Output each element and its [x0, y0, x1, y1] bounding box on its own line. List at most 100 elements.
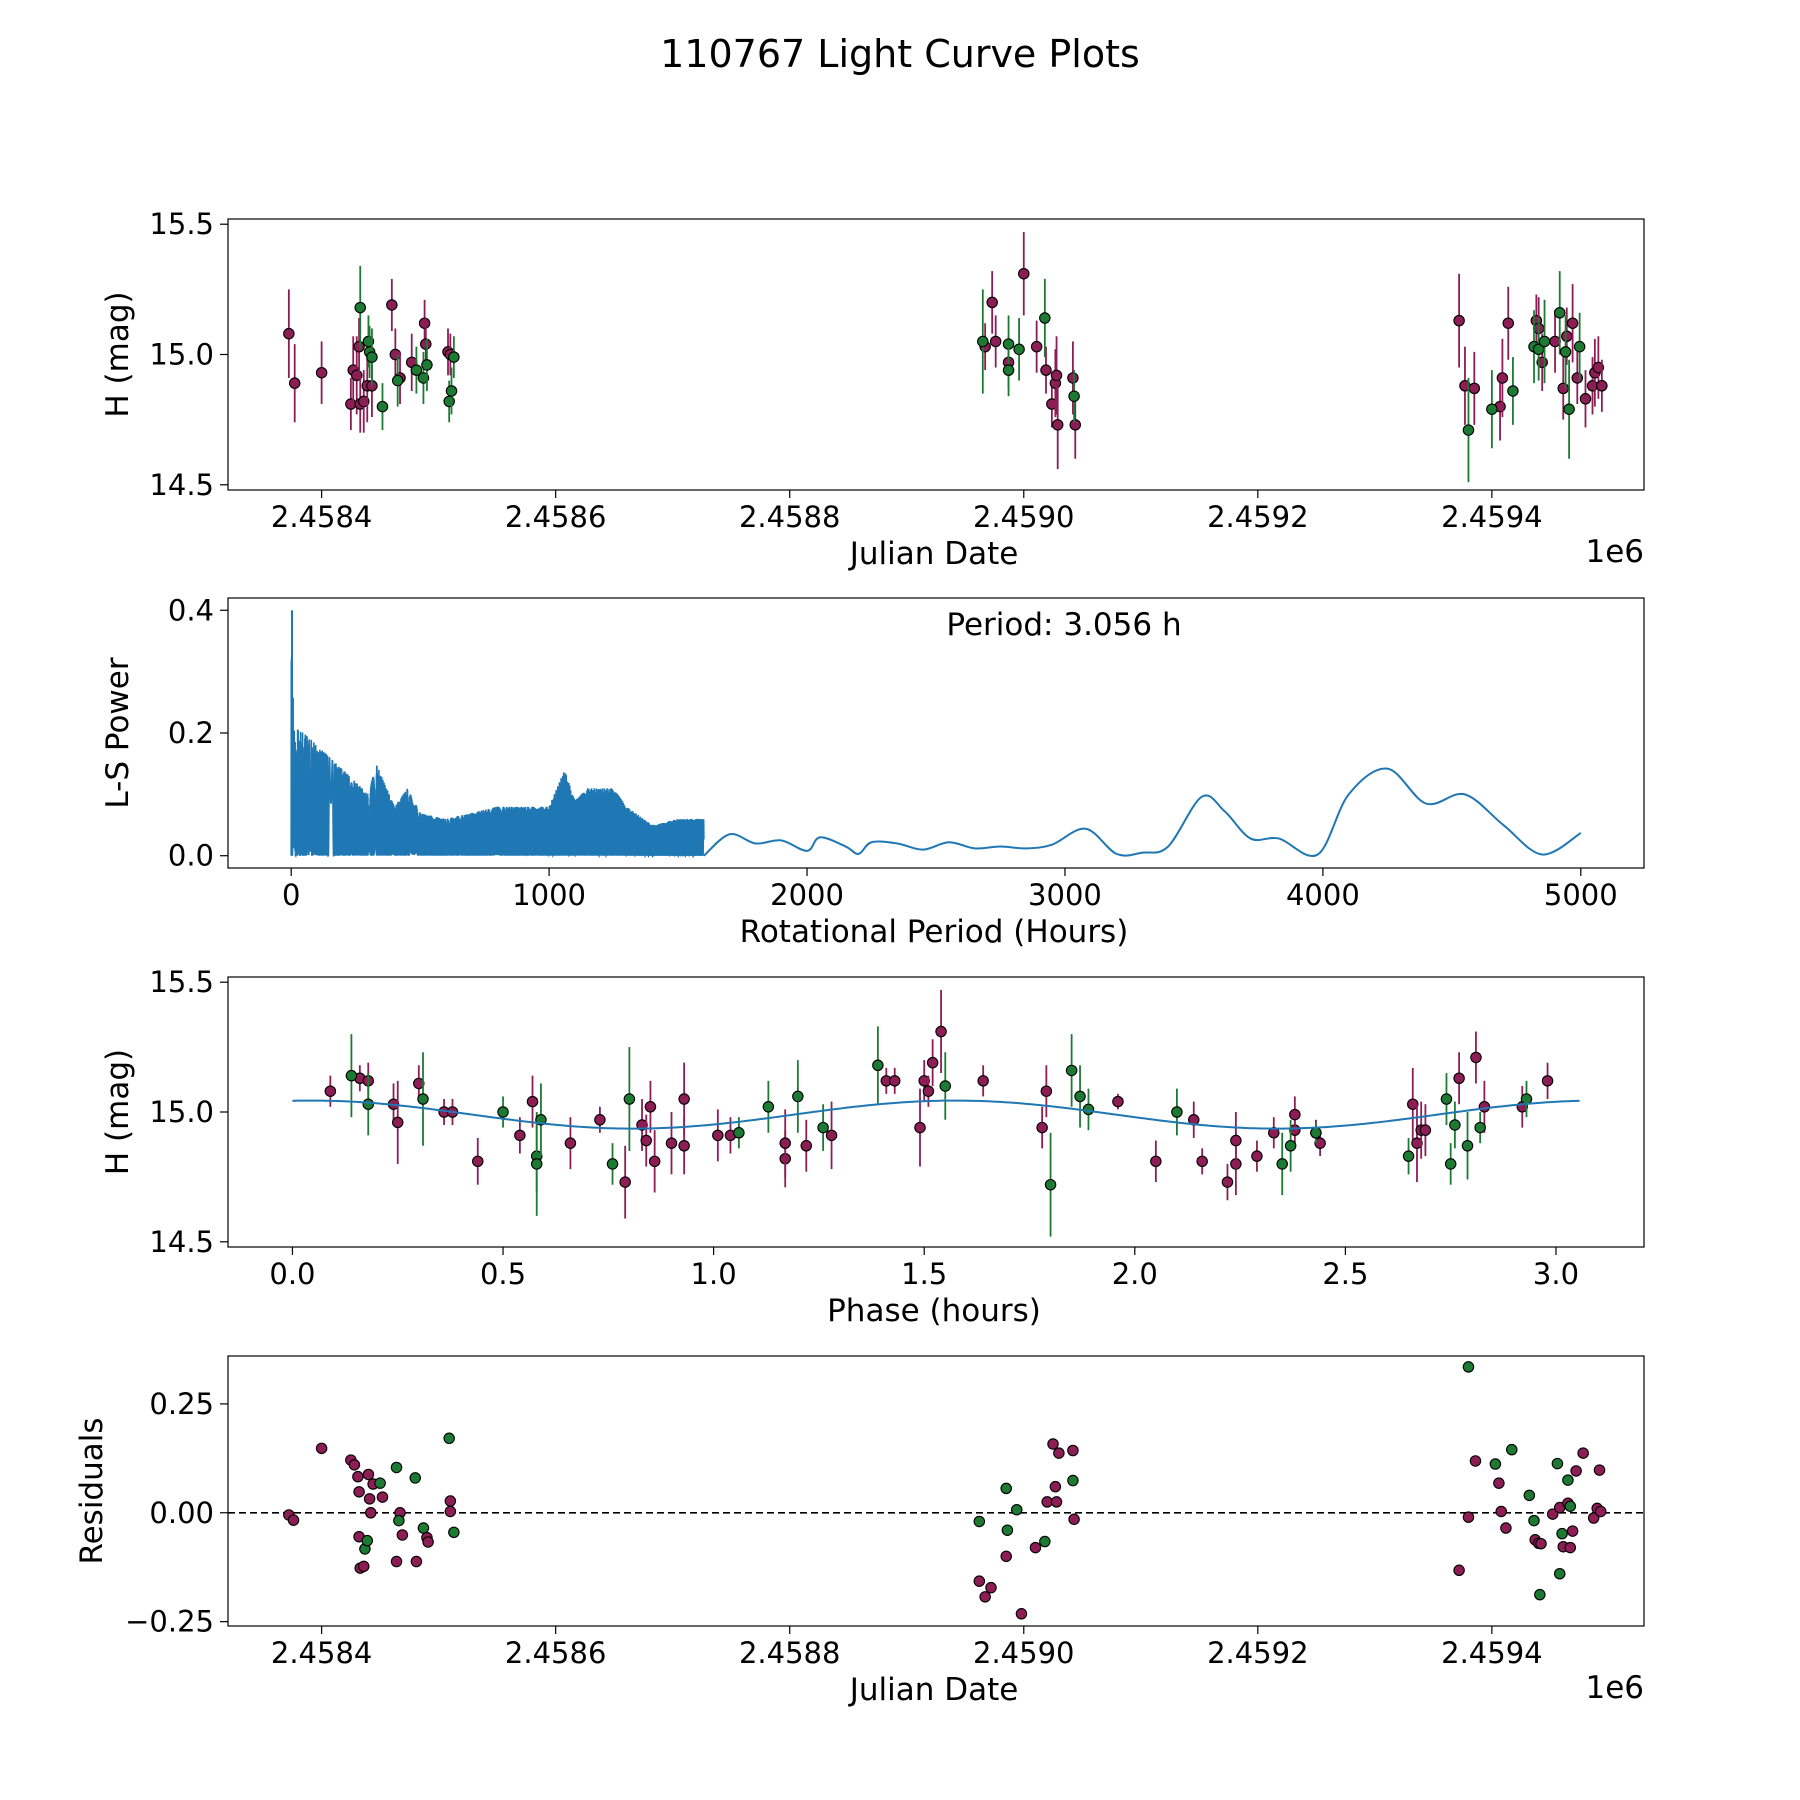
y-axis-label: H (mag) — [100, 291, 136, 417]
data-point — [1001, 1524, 1014, 1536]
data-point — [1049, 1480, 1062, 1493]
data-point — [1069, 419, 1082, 431]
data-point — [1462, 1361, 1475, 1373]
y-tick-label: 15.5 — [149, 207, 214, 241]
data-point — [418, 317, 431, 329]
lightcurve-panel: 2.4584 2.4586 2.4588 2.4590 2.4592 2.4594 14.5… — [100, 207, 1645, 572]
periodogram-forest — [290, 645, 705, 859]
data-point — [526, 1095, 539, 1108]
y-tick-label: 14.5 — [149, 1225, 214, 1259]
series-band-green — [354, 265, 1586, 483]
y-tick-label: 14.5 — [149, 468, 214, 502]
data-point — [935, 1025, 947, 1038]
data-point — [640, 1134, 652, 1147]
data-point — [530, 1158, 543, 1170]
data-point — [1074, 1090, 1086, 1103]
data-point — [288, 377, 301, 389]
data-point — [363, 1493, 376, 1505]
data-point — [1230, 1134, 1242, 1147]
data-point — [443, 1432, 455, 1445]
data-point — [1594, 1505, 1607, 1518]
data-point — [792, 1090, 804, 1103]
data-point — [1500, 1522, 1512, 1534]
data-point — [1289, 1108, 1301, 1121]
data-point — [914, 1121, 926, 1134]
data-point — [564, 1137, 577, 1149]
data-point — [1314, 1137, 1326, 1149]
data-point — [420, 338, 432, 350]
periodogram-smooth-curve — [703, 767, 1582, 858]
data-point — [1284, 1140, 1297, 1152]
series-band-green — [359, 1361, 1577, 1601]
x-tick-label: 2.4590 — [973, 500, 1074, 534]
data-point — [448, 1526, 460, 1539]
data-point — [422, 1536, 434, 1548]
data-point — [989, 335, 1002, 348]
x-tick-label: 2.4584 — [271, 500, 372, 534]
data-point — [1067, 1474, 1079, 1487]
y-axis-label: L-S Power — [100, 657, 136, 808]
y-tick-label: 0.2 — [168, 716, 214, 750]
data-point — [353, 1486, 365, 1498]
data-point — [1453, 1072, 1465, 1085]
data-point — [1462, 1511, 1475, 1523]
plot-frame — [227, 1355, 1645, 1627]
y-tick-label: 0.25 — [149, 1387, 214, 1421]
y-tick-label: 15.5 — [149, 965, 214, 999]
data-point — [1564, 1541, 1577, 1554]
data-point — [1068, 390, 1080, 402]
data-point — [623, 1093, 636, 1105]
data-point — [1449, 1119, 1461, 1131]
model-curve — [292, 1099, 1580, 1130]
data-point — [1556, 1527, 1568, 1540]
data-point — [445, 385, 458, 397]
data-point — [389, 348, 402, 361]
data-point — [1566, 1525, 1579, 1537]
data-point — [283, 327, 295, 340]
data-point — [1047, 1438, 1059, 1450]
data-point — [644, 1101, 657, 1113]
data-point — [1461, 1140, 1474, 1152]
x-tick-label: 0.5 — [480, 1257, 526, 1291]
x-tick-label: 2.4586 — [505, 1636, 606, 1670]
data-point — [345, 1069, 358, 1082]
data-point — [357, 395, 370, 408]
data-point — [1495, 1505, 1507, 1518]
data-point — [1444, 1158, 1457, 1170]
data-point — [1112, 1095, 1124, 1108]
data-point — [497, 1106, 509, 1118]
data-point — [648, 1155, 661, 1168]
data-point — [1221, 1176, 1234, 1188]
data-point — [1402, 1150, 1415, 1162]
data-point — [1419, 1124, 1432, 1136]
data-point — [977, 335, 989, 348]
y-tick-label: 0.0 — [168, 839, 214, 873]
data-point — [800, 1140, 813, 1152]
series-band-green — [345, 1026, 1533, 1237]
data-point — [985, 1581, 997, 1594]
data-point — [1571, 372, 1584, 384]
data-point — [362, 1468, 375, 1481]
data-point — [1561, 330, 1573, 343]
data-point — [417, 1522, 430, 1534]
data-point — [1039, 312, 1051, 324]
data-point — [443, 395, 455, 408]
x-axis-label: Julian Date — [848, 1672, 1019, 1708]
data-point — [1453, 314, 1465, 327]
data-point — [1470, 1051, 1482, 1064]
data-point — [1268, 1127, 1280, 1139]
data-point — [1573, 340, 1586, 353]
data-point — [376, 1491, 389, 1503]
data-point — [315, 366, 328, 379]
phased-panel: 0.0 0.5 1.0 1.5 2.0 2.5 3.0 14.5 15.0 15.5 Phase (… — [100, 965, 1645, 1329]
data-point — [1082, 1103, 1095, 1116]
data-point — [1563, 403, 1575, 415]
x-axis-label: Rotational Period (Hours) — [740, 914, 1129, 950]
data-point — [1566, 317, 1579, 329]
data-point — [1486, 403, 1498, 415]
data-point — [1553, 307, 1566, 319]
data-point — [1276, 1158, 1288, 1170]
data-point — [1489, 1458, 1502, 1470]
data-point — [1068, 1513, 1080, 1526]
